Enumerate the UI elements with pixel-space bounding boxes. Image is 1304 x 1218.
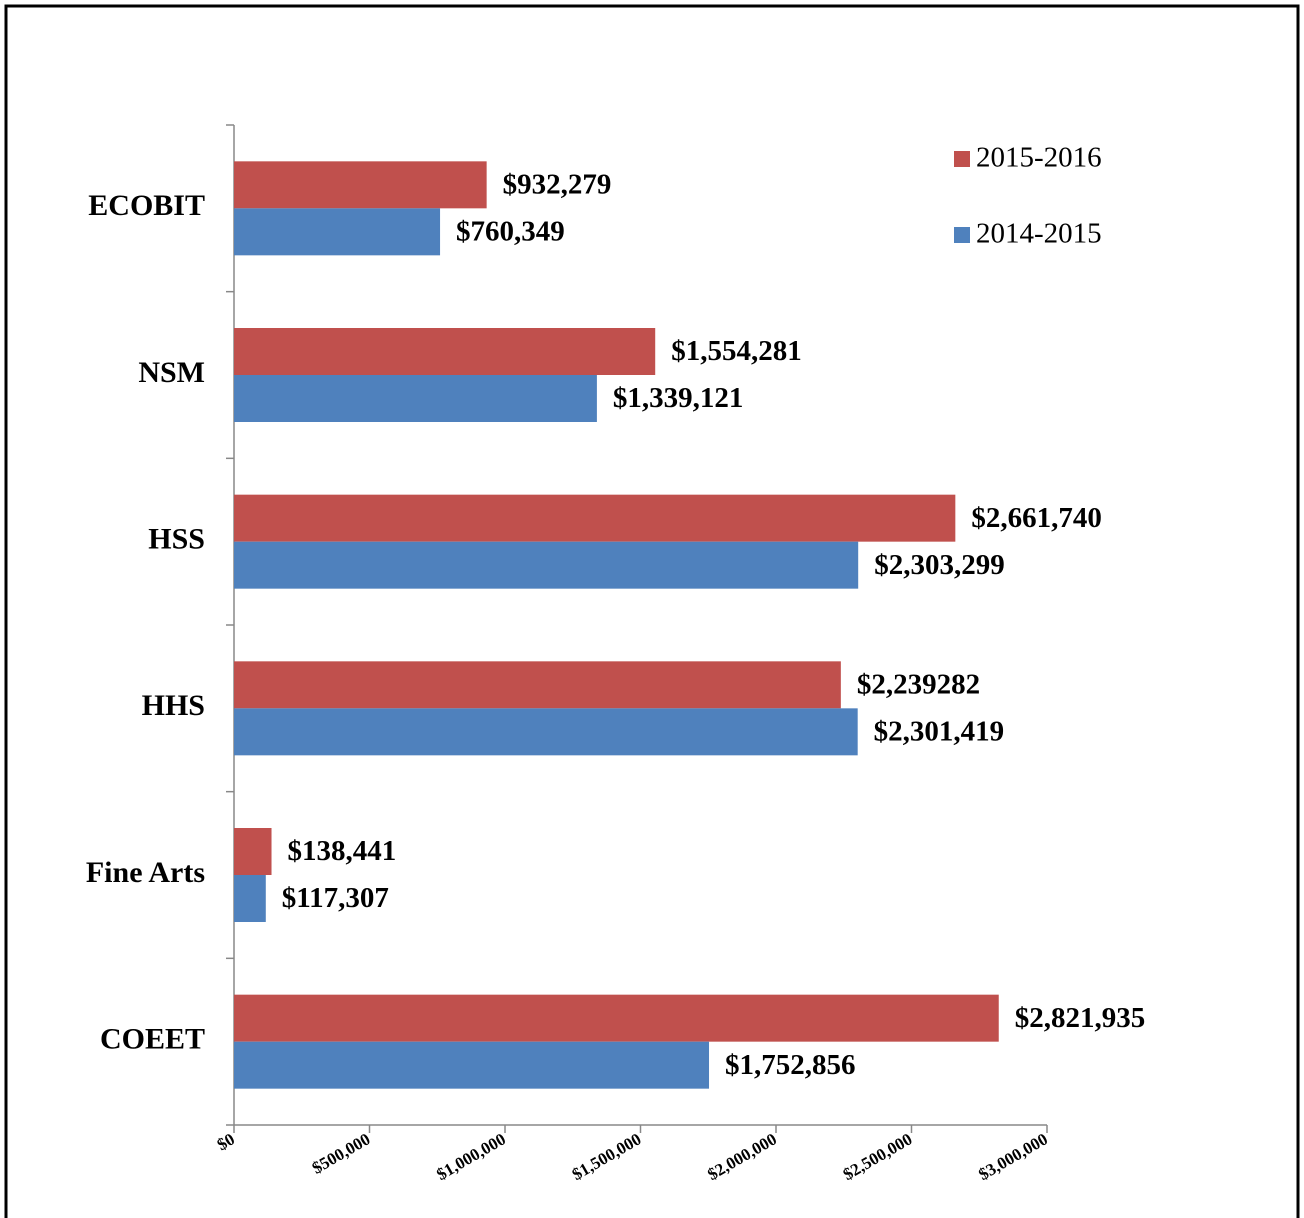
bar: [234, 875, 266, 922]
bar: [234, 208, 441, 256]
category-label: Fine Arts: [86, 856, 205, 889]
category-label: HHS: [142, 689, 205, 722]
legend-label: 2014-2015: [976, 218, 1102, 250]
x-tick-label: $500,000: [309, 1129, 374, 1177]
x-tick-label: $0: [214, 1129, 238, 1154]
legend-swatch: [954, 227, 970, 243]
x-tick-label: $2,000,000: [704, 1129, 780, 1184]
data-label: $138,441: [288, 835, 397, 867]
bar: [234, 328, 656, 375]
bar: [234, 828, 272, 875]
x-tick-label: $1,000,000: [433, 1129, 509, 1184]
bar: [234, 541, 859, 589]
bar: [234, 494, 956, 542]
data-label: $1,339,121: [613, 382, 744, 414]
x-tick-label: $1,500,000: [569, 1129, 645, 1184]
bar: [234, 708, 858, 756]
data-label: $2,239282: [857, 668, 980, 700]
category-label: HSS: [148, 523, 205, 556]
data-label: $2,301,419: [874, 715, 1005, 747]
category-label: NSM: [138, 356, 205, 389]
data-label: $2,303,299: [874, 549, 1005, 581]
category-label: COEET: [100, 1023, 205, 1056]
x-tick-label: $2,500,000: [840, 1129, 916, 1184]
bar: [234, 661, 841, 709]
data-label: $117,307: [282, 882, 389, 914]
bar: [234, 375, 597, 422]
data-label: $1,752,856: [725, 1049, 856, 1081]
bar: [234, 1041, 710, 1089]
data-label: $760,349: [456, 215, 565, 247]
legend-label: 2015-2016: [976, 142, 1102, 174]
data-label: $2,661,740: [971, 502, 1102, 534]
bar: [234, 994, 999, 1042]
frame: [4, 4, 1300, 1218]
x-tick-label: $3,000,000: [975, 1129, 1051, 1184]
category-label: ECOBIT: [88, 189, 205, 222]
data-label: $1,554,281: [671, 335, 802, 367]
bar: [234, 161, 487, 209]
data-label: $932,279: [503, 168, 612, 200]
data-label: $2,821,935: [1015, 1002, 1146, 1034]
legend-swatch: [954, 151, 970, 167]
